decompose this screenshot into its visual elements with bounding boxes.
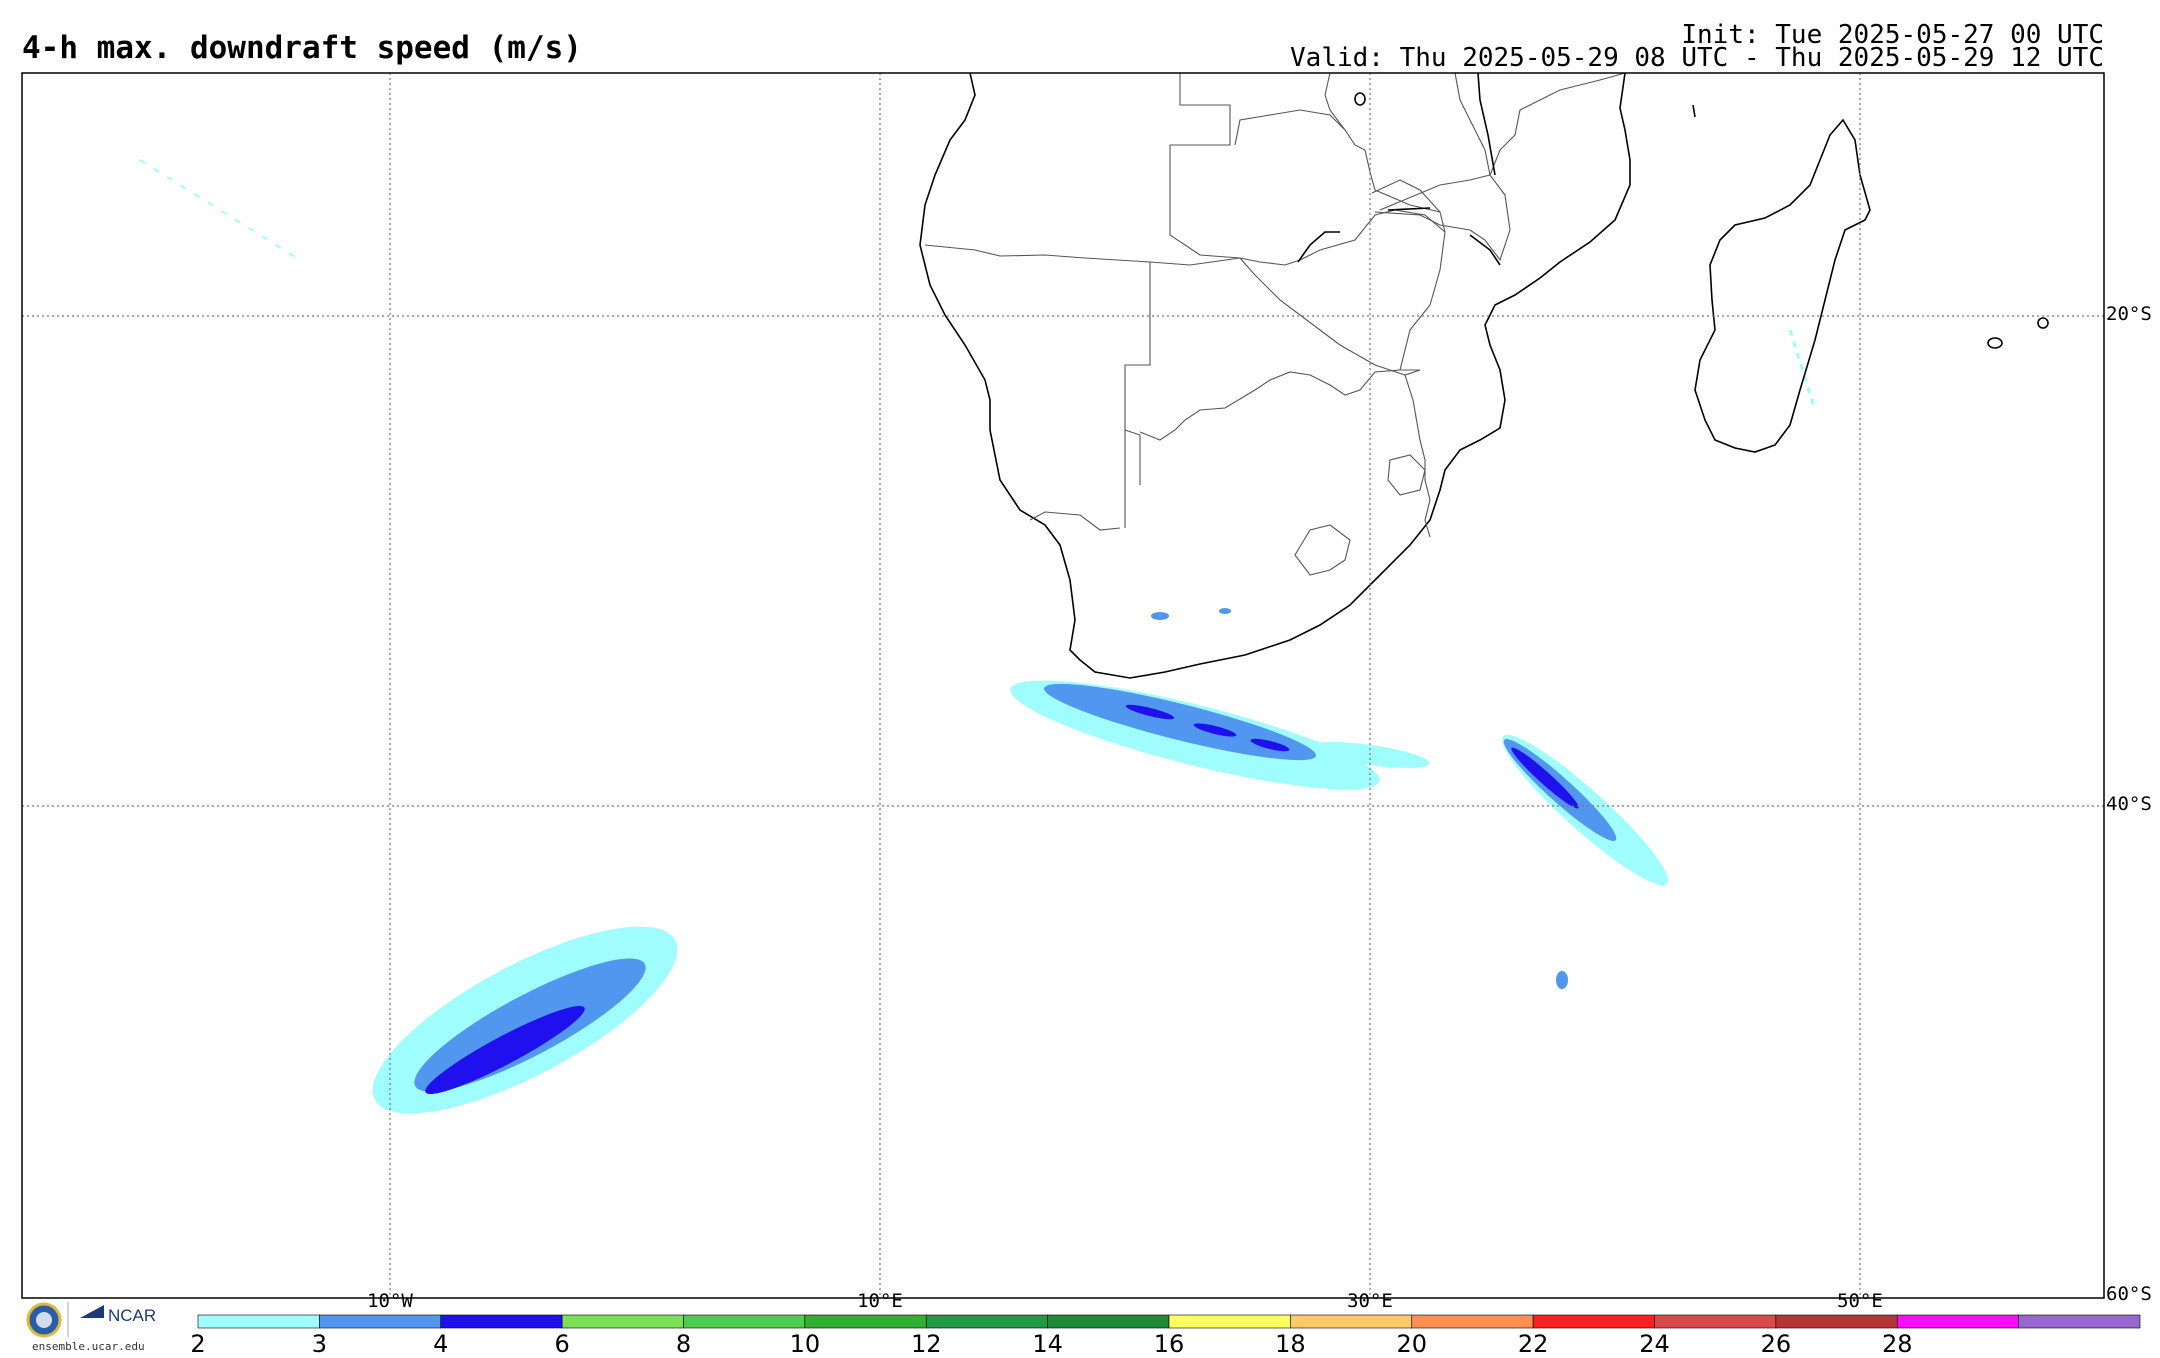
- colorbar-tick-label: 8: [675, 1330, 692, 1358]
- lon-label: 50°E: [1837, 1290, 1883, 1312]
- colorbar-tick-label: 12: [910, 1330, 942, 1358]
- colorbar-tick-label: 18: [1275, 1330, 1306, 1358]
- lat-label: 40°S: [2106, 793, 2152, 815]
- colorbar-swatch: [804, 1314, 927, 1329]
- colorbar-tick-label: 28: [1881, 1330, 1913, 1358]
- logo-url: ensemble.ucar.edu: [32, 1340, 145, 1353]
- colorbar-tick-label: 22: [1517, 1330, 1549, 1358]
- colorbar-swatch: [1896, 1314, 2019, 1329]
- colorbar-tick-label: 16: [1153, 1330, 1185, 1358]
- lat-label: 60°S: [2106, 1283, 2152, 1305]
- lat-label: 20°S: [2106, 303, 2152, 325]
- colorbar-tick-label: 4: [433, 1330, 449, 1358]
- colorbar-swatch: [1654, 1314, 1777, 1329]
- colorbar-swatch: [319, 1314, 442, 1329]
- colorbar-swatch: [683, 1314, 806, 1329]
- country-borders: [924, 72, 1626, 576]
- init-time: Init: Tue 2025-05-27 00 UTC: [1681, 20, 2104, 50]
- colorbar-swatch: [1168, 1314, 1291, 1329]
- colorbar-tick-label: 26: [1760, 1330, 1792, 1358]
- ncar-logo-mark: [80, 1305, 104, 1318]
- map-title: 4-h max. downdraft speed (m/s): [22, 30, 582, 66]
- colorbar-swatch: [1775, 1314, 1898, 1329]
- colorbar-swatch: [2018, 1314, 2141, 1329]
- colorbar-tick-label: 6: [554, 1330, 570, 1358]
- valid-time: Valid: Thu 2025-05-29 08 UTC - Thu 2025-…: [1290, 43, 2104, 73]
- colorbar: [197, 1314, 2141, 1329]
- lon-label: 10°E: [857, 1290, 903, 1312]
- colorbar-swatch: [561, 1314, 684, 1329]
- colorbar-swatch: [1290, 1314, 1413, 1329]
- colorbar-tick-label: 2: [190, 1330, 206, 1358]
- downdraft-shading: [139, 159, 1817, 1114]
- ncar-label: NCAR: [108, 1306, 157, 1325]
- colorbar-swatch: [925, 1314, 1048, 1329]
- colorbar-tick-label: 20: [1396, 1330, 1428, 1358]
- colorbar-tick-label: 10: [789, 1330, 821, 1358]
- colorbar-swatch: [1411, 1314, 1534, 1329]
- colorbar-swatch: [1047, 1314, 1170, 1329]
- colorbar-swatch: [197, 1314, 320, 1329]
- colorbar-swatch: [1532, 1314, 1655, 1329]
- lakes: [1297, 72, 1501, 266]
- coastlines: [919, 72, 2049, 679]
- colorbar-tick-label: 3: [311, 1330, 328, 1358]
- colorbar-tick-label: 24: [1639, 1330, 1670, 1358]
- lon-label: 10°W: [367, 1290, 413, 1312]
- colorbar-swatch: [440, 1314, 563, 1329]
- nsf-logo: [26, 1302, 62, 1338]
- graticule: [22, 73, 2104, 1298]
- colorbar-tick-label: 14: [1032, 1330, 1063, 1358]
- lon-label: 30°E: [1347, 1290, 1393, 1312]
- map-frame: [21, 72, 2105, 1299]
